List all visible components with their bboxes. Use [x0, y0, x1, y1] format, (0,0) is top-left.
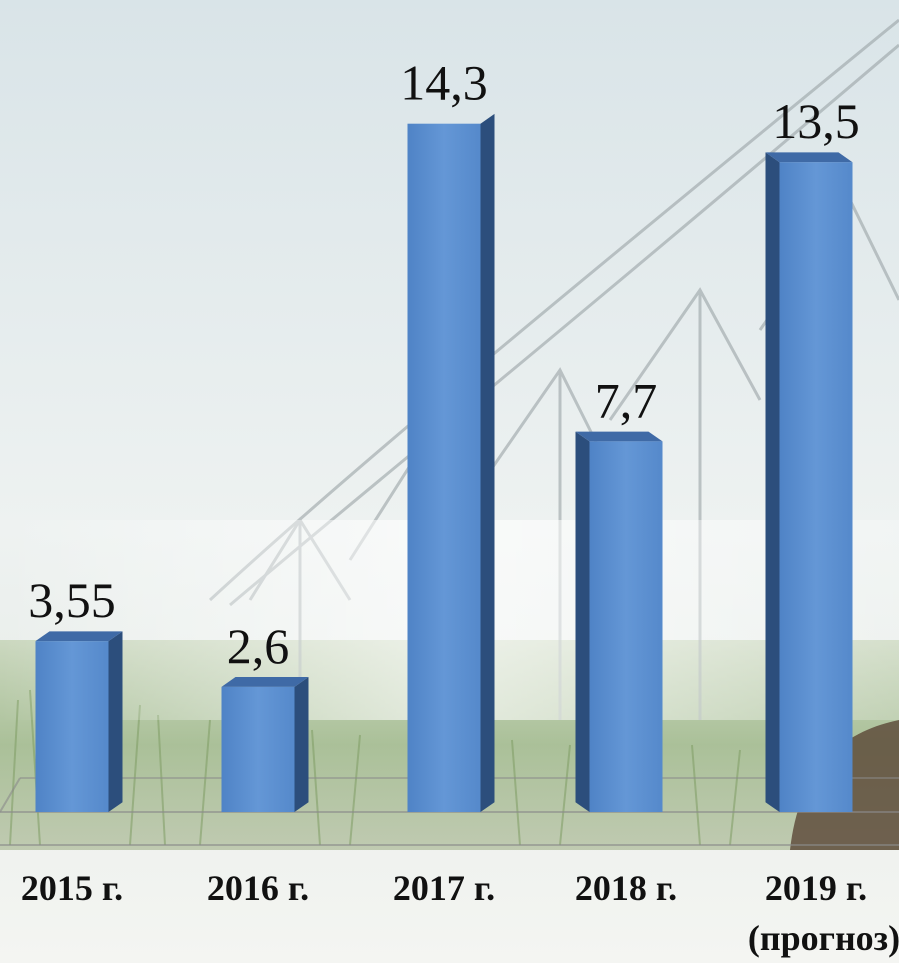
x-tick-label-3: 2018 г. — [575, 868, 677, 908]
bar-side-face — [575, 431, 590, 812]
value-labels-layer: 3,55 2,6 14,3 7,7 13,5 — [28, 55, 860, 674]
data-label-4: 13,5 — [772, 93, 860, 149]
x-tick-label-0: 2015 г. — [21, 868, 123, 908]
bar-front-face — [221, 686, 295, 812]
x-tick-label-2: 2017 г. — [393, 868, 495, 908]
x-tick-label-1: 2016 г. — [207, 868, 309, 908]
bar-side-face — [108, 631, 123, 812]
bar-top-face — [765, 152, 853, 163]
data-label-1: 2,6 — [227, 618, 290, 674]
data-label-3: 7,7 — [595, 372, 658, 428]
bar-3 — [575, 431, 663, 812]
bar-side-face — [480, 113, 495, 813]
x-tick-label-4: 2019 г. — [765, 868, 867, 908]
bar-top-face — [221, 677, 309, 687]
x-axis: 2015 г. 2016 г. 2017 г. 2018 г. 2019 г. (прог… — [21, 868, 899, 958]
bar-front-face — [35, 641, 109, 812]
bar-front-face — [589, 441, 663, 812]
bar-0 — [35, 631, 123, 812]
bar-top-face — [575, 431, 663, 442]
bars-layer — [35, 113, 853, 813]
bar-side-face — [765, 152, 780, 812]
data-label-2: 14,3 — [400, 55, 488, 111]
bar-4 — [765, 152, 853, 812]
bar-1 — [221, 677, 309, 812]
bar-2 — [407, 113, 495, 813]
bar-side-face — [294, 677, 309, 812]
bar-top-face — [35, 631, 123, 642]
data-label-0: 3,55 — [28, 572, 116, 628]
x-tick-sublabel-4: (прогноз) — [748, 918, 899, 958]
bar-front-face — [407, 123, 481, 812]
bar-front-face — [779, 162, 853, 812]
